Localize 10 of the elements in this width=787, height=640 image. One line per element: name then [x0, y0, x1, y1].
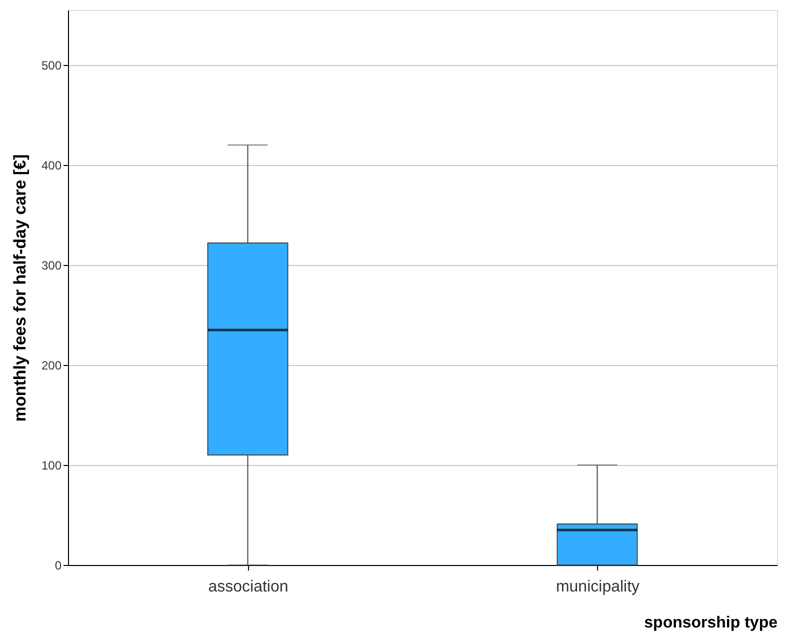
y-tick-label: 0: [54, 558, 62, 572]
y-tick-label: 500: [41, 58, 62, 72]
y-tick-label: 100: [41, 458, 62, 472]
x-axis-title: sponsorship type: [644, 614, 778, 632]
x-tick-label: municipality: [556, 578, 640, 596]
x-tick-label: association: [208, 578, 288, 596]
y-axis-title: monthly fees for half-day care [€]: [10, 154, 30, 422]
y-tick-label: 400: [41, 158, 62, 172]
y-tick-label: 300: [41, 258, 62, 272]
y-tick-label: 200: [41, 358, 62, 372]
